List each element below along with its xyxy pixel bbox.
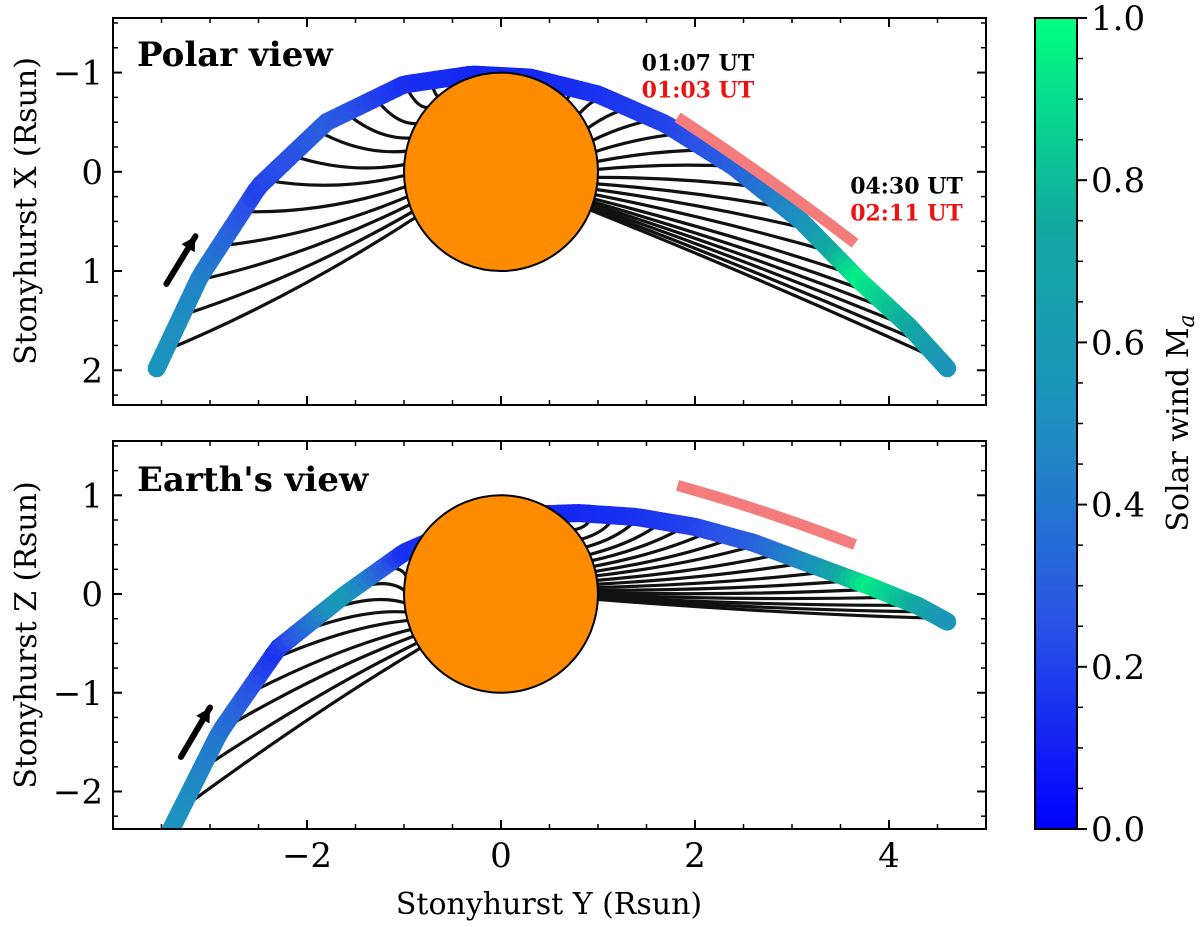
top-sun-disk [403, 71, 599, 273]
colorbar-tick-label: 1.0 [1091, 0, 1145, 39]
colorbar: 0.0 0.2 0.4 0.6 0.8 1.0 Solar wind Ma [1034, 0, 1200, 850]
top-time-annotation: 01:07 UT [642, 51, 755, 77]
top-field-line [594, 163, 735, 172]
top-time-annotation: 04:30 UT [850, 174, 963, 200]
bottom-x-tick-label: 4 [878, 836, 900, 876]
top-trajectory [147, 65, 957, 378]
bottom-y-tick-label: 0 [81, 575, 103, 615]
bottom-field-line [179, 645, 424, 811]
bottom-y-axis-label: Stonyhurst Z (Rsun) [9, 481, 44, 788]
bottom-field-line [594, 569, 832, 590]
top-observation-segment [674, 112, 859, 248]
top-field-line [589, 202, 894, 313]
top-y-tick-label: 1 [81, 252, 103, 292]
top-field-line [588, 204, 912, 330]
top-field-line [593, 182, 787, 210]
bottom-field-line [594, 587, 879, 596]
bottom-x-tick-label: 2 [684, 836, 706, 876]
x-axis-label: Stonyhurst Y (Rsun) [396, 887, 702, 922]
colorbar-tick-label: 0.4 [1091, 486, 1145, 526]
top-field-line [594, 175, 761, 189]
bottom-trajectory-point [935, 611, 957, 631]
colorbar-ticks: 0.0 0.2 0.4 0.6 0.8 1.0 [1077, 0, 1145, 850]
top-y-tick-label: −1 [53, 54, 103, 94]
bottom-field-line [267, 618, 412, 663]
bottom-direction-arrowhead [196, 707, 210, 724]
bottom-y-tick-label: −1 [53, 674, 103, 714]
top-field-line [163, 215, 419, 353]
bottom-x-tick-label: −2 [282, 836, 332, 876]
top-field-line [289, 153, 408, 170]
top-field-line [590, 196, 856, 277]
bottom-y-tick-label: 1 [81, 476, 103, 516]
colorbar-gradient [1034, 17, 1078, 830]
bottom-ticks: −2 0 2 4 1 0 −1 −2 [53, 441, 987, 876]
bottom-field-line [594, 593, 899, 601]
top-field-line [180, 209, 416, 317]
colorbar-label-subscript: a [1175, 314, 1200, 327]
bottom-plot-area [162, 480, 957, 829]
bottom-field-line [199, 640, 421, 771]
top-y-tick-label: 0 [81, 153, 103, 193]
colorbar-tick-label: 0.2 [1091, 648, 1145, 688]
bottom-field-line [594, 596, 931, 614]
colorbar-tick-label: 0.0 [1091, 810, 1145, 850]
top-field-line [589, 199, 876, 296]
colorbar-tick-label: 0.8 [1091, 161, 1145, 201]
top-panel-title: Polar view [137, 35, 333, 75]
colorbar-label-text: Solar wind M [1161, 328, 1196, 532]
bottom-panel: −2 0 2 4 1 0 −1 −2 Earth's view Stonyhurst Z (R… [9, 440, 987, 922]
bottom-field-line [593, 551, 784, 583]
top-field-line [196, 202, 413, 282]
top-field-line [587, 207, 942, 362]
bottom-y-tick-label: −2 [53, 772, 103, 812]
bottom-panel-title: Earth's view [137, 460, 369, 500]
bottom-x-tick-label: 0 [490, 836, 512, 876]
bottom-field-line [592, 543, 760, 578]
colorbar-label: Solar wind Ma [1161, 314, 1200, 531]
bottom-field-line [243, 627, 415, 697]
colorbar-tick-label: 0.6 [1091, 323, 1145, 363]
bottom-field-line [594, 597, 943, 621]
top-field-line [240, 184, 409, 214]
top-field-line [592, 131, 683, 154]
bottom-observation-segment [676, 480, 858, 550]
top-field-line [263, 173, 408, 187]
top-field-line [218, 194, 411, 248]
bottom-sun-disk [403, 494, 599, 694]
top-trajectory-point [935, 355, 957, 378]
top-y-axis-label: Stonyhurst X (Rsun) [9, 57, 44, 365]
bottom-field-line [594, 578, 856, 592]
bottom-field-line [219, 634, 417, 732]
bottom-field-line [593, 560, 808, 586]
top-ticks: −1 0 1 2 [53, 18, 987, 405]
top-field-line [587, 206, 927, 346]
top-field-line [315, 129, 410, 154]
top-y-tick-label: 2 [81, 351, 103, 391]
top-plot-area [147, 65, 957, 378]
top-field-line [593, 148, 709, 164]
top-time-annotation: 02:11 UT [850, 200, 963, 226]
top-field-line [591, 192, 834, 254]
top-direction-arrowhead [181, 236, 196, 253]
bottom-field-line [594, 595, 919, 607]
top-field-line [592, 187, 812, 231]
top-panel: −1 0 1 2 Polar view Stonyhurst X (Rsun) 01:… [9, 17, 987, 406]
top-time-annotation: 01:03 UT [642, 77, 755, 103]
